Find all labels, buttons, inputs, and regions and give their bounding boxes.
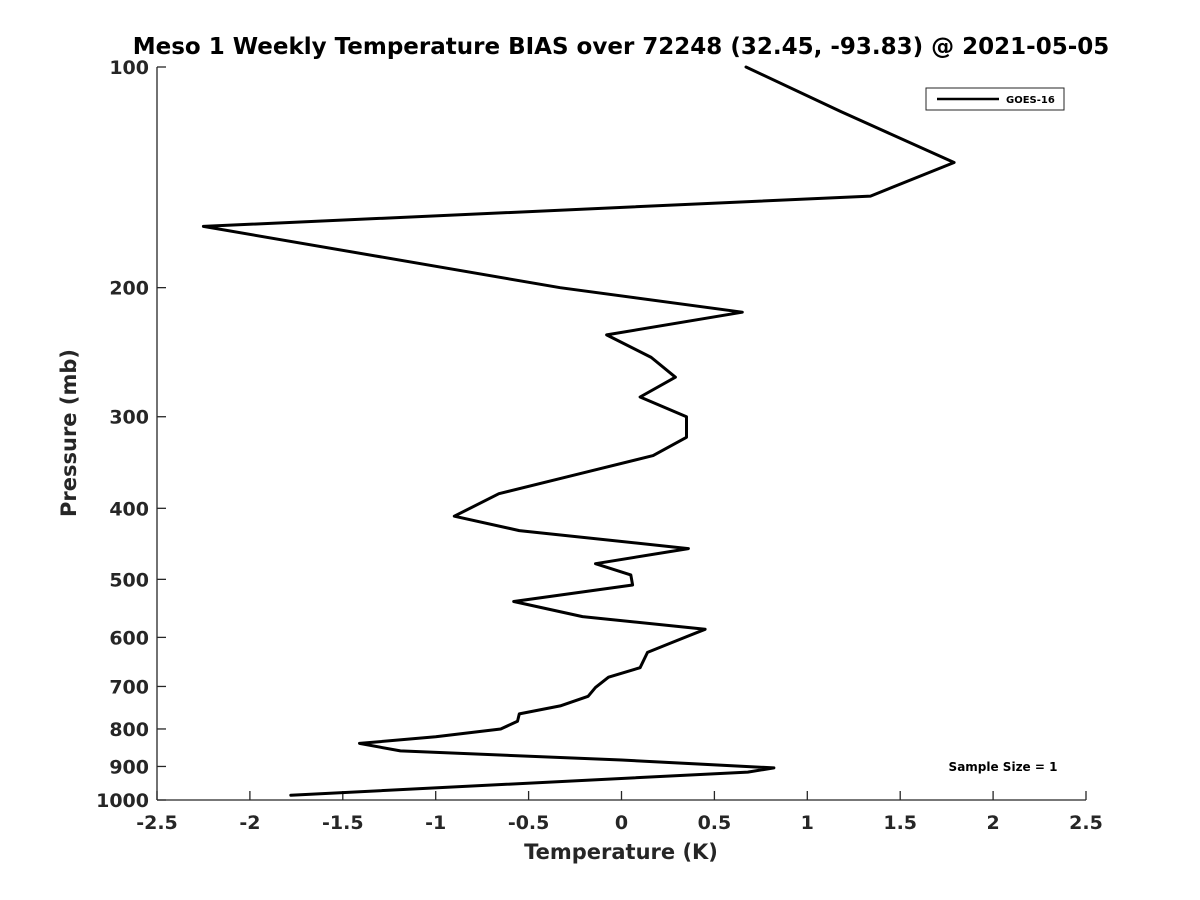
y-tick-label: 700 — [109, 676, 149, 698]
x-tick-label: -0.5 — [508, 812, 550, 834]
x-tick-label: 0 — [615, 812, 628, 834]
legend-entry-goes-16: GOES-16 — [1006, 95, 1055, 106]
y-tick-label: 800 — [109, 719, 149, 741]
y-tick-label: 600 — [109, 627, 149, 649]
y-axis-ticks: 100 200 300 400 500 600 700 800 900 1000 — [96, 57, 166, 812]
x-axis-ticks: -2.5 -2 -1.5 -1 -0.5 0 0.5 1 1.5 2 2.5 — [136, 791, 1103, 834]
chart-title: Meso 1 Weekly Temperature BIAS over 7224… — [133, 34, 1110, 60]
series-group — [201, 65, 956, 797]
x-tick-label: 2.5 — [1069, 812, 1103, 834]
y-tick-label: 200 — [109, 278, 149, 300]
y-tick-label: 1000 — [96, 790, 149, 812]
x-axis-label: Temperature (K) — [524, 840, 718, 864]
series-line-goes-16 — [201, 65, 956, 797]
x-tick-label: -2 — [239, 812, 260, 834]
sample-size-annotation: Sample Size = 1 — [949, 760, 1058, 774]
x-tick-label: 0.5 — [698, 812, 732, 834]
y-tick-label: 100 — [109, 57, 149, 79]
y-tick-label: 500 — [109, 569, 149, 591]
y-axis-label: Pressure (mb) — [57, 349, 81, 517]
x-tick-label: -1 — [425, 812, 446, 834]
y-tick-label: 300 — [109, 407, 149, 429]
x-tick-label: 1 — [801, 812, 814, 834]
x-tick-label: -1.5 — [322, 812, 364, 834]
legend: GOES-16 — [925, 87, 1065, 111]
x-tick-label: 2 — [986, 812, 999, 834]
x-tick-label: -2.5 — [136, 812, 178, 834]
x-tick-label: 1.5 — [883, 812, 917, 834]
y-tick-label: 900 — [109, 756, 149, 778]
y-tick-label: 400 — [109, 498, 149, 520]
